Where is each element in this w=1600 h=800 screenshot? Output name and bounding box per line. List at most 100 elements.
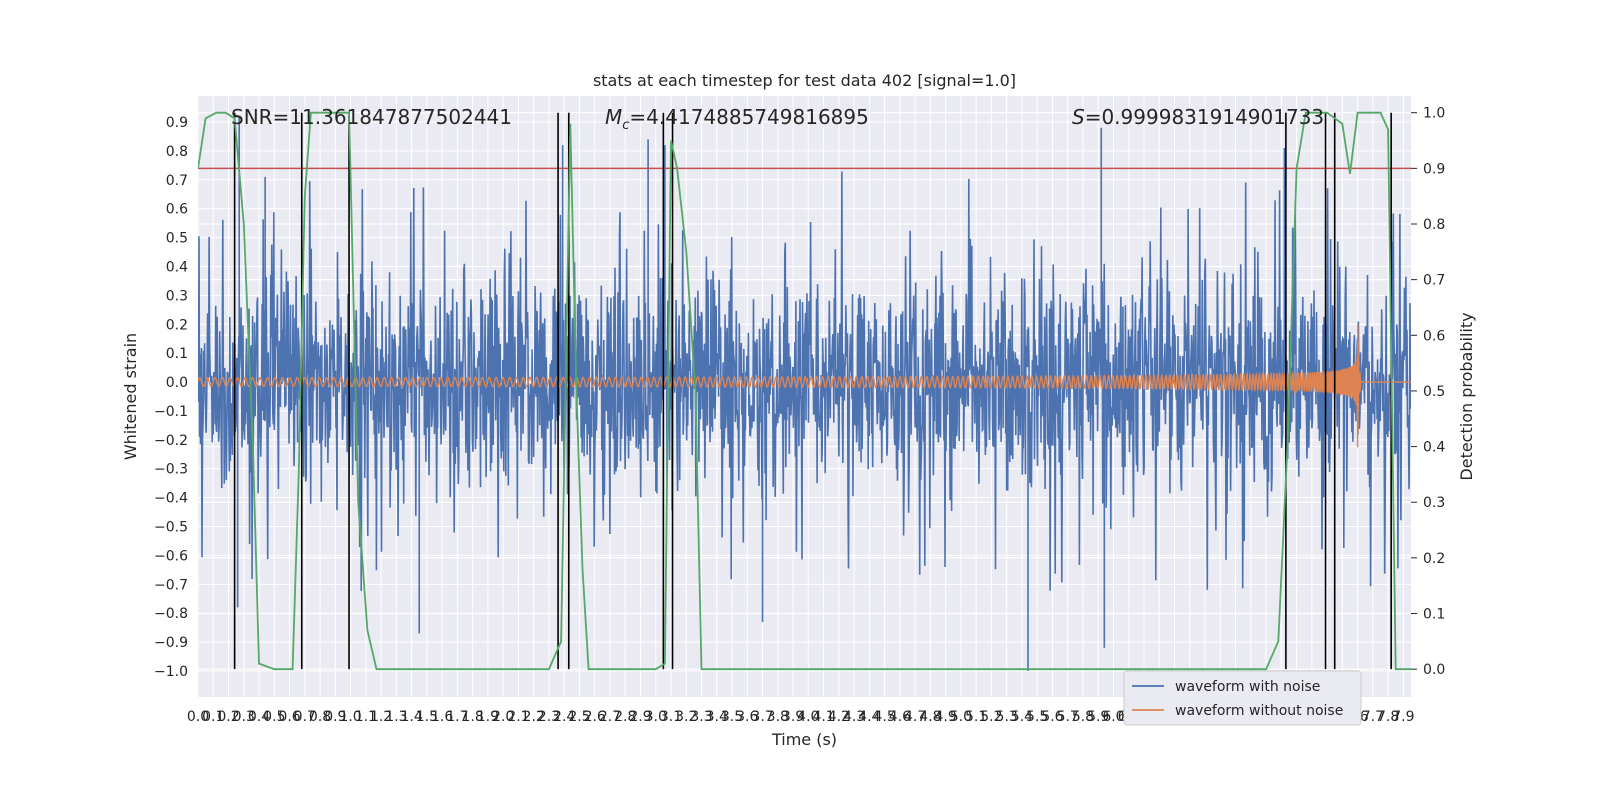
y2-tick-label: 0.8 xyxy=(1423,217,1445,233)
x-tick-label: 4.3 xyxy=(843,709,865,725)
waveform-without-noise-line xyxy=(198,323,1411,448)
x-tick-label: 0.9 xyxy=(324,709,346,725)
x-tick-label: 2.6 xyxy=(584,709,606,725)
x-tick-label: 7.9 xyxy=(1392,709,1414,725)
legend-box xyxy=(1123,670,1362,726)
x-tick-label: 4.2 xyxy=(828,709,850,725)
x-tick-label: 0.6 xyxy=(278,709,300,725)
y-tick-label: 0.6 xyxy=(166,202,188,218)
x-tick-label: 0.4 xyxy=(248,709,270,725)
y2-tick-label: 1.0 xyxy=(1423,106,1445,122)
x-tick-label: 3.7 xyxy=(751,709,773,725)
y-axis-left: 0.9 0.8 0.7 0.6 0.5 0.4 0.3 0.2 0.1 0.0 −0.1 −0.2 −0… xyxy=(154,115,188,680)
y-axis-right: 1.0 0.9 0.8 0.7 0.6 0.5 0.4 0.3 0.2 0.1 0.0 xyxy=(1411,106,1445,678)
x-tick-label: 2.5 xyxy=(568,709,590,725)
snr-annotation: SNR=11.361847877502441 xyxy=(231,105,512,129)
y-tick-label: −0.6 xyxy=(154,548,188,564)
y-tick-label: −1.0 xyxy=(154,664,188,680)
data-layer xyxy=(198,111,1411,671)
x-tick-label: 3.8 xyxy=(767,709,789,725)
x-tick-label: 5.6 xyxy=(1041,709,1063,725)
y2-tick-label: 0.9 xyxy=(1423,161,1445,177)
y-tick-label: 0.2 xyxy=(166,317,188,333)
x-tick-label: 3.9 xyxy=(782,709,804,725)
x-tick-label: 5.7 xyxy=(1057,709,1079,725)
x-tick-label: 1.7 xyxy=(446,709,468,725)
x-tick-label: 5.8 xyxy=(1072,709,1094,725)
legend: waveform with noise waveform without noi… xyxy=(1123,670,1362,726)
x-tick-label: 5.9 xyxy=(1087,709,1109,725)
x-tick-label: 0.0 xyxy=(187,709,209,725)
x-tick-label: 7.7 xyxy=(1362,709,1384,725)
detection-probability-line xyxy=(198,111,1411,671)
x-tick-label: 4.1 xyxy=(812,709,834,725)
y-tick-label: −0.5 xyxy=(154,520,188,536)
x-tick-label: 3.5 xyxy=(721,709,743,725)
x-tick-label: 3.2 xyxy=(675,709,697,725)
y-tick-label: 0.5 xyxy=(166,231,188,247)
x-tick-label: 2.1 xyxy=(507,709,529,725)
y-tick-label: −0.2 xyxy=(154,433,188,449)
x-tick-label: 0.7 xyxy=(294,709,316,725)
s-value: =0.9999831914901733 xyxy=(1085,105,1324,129)
mc-value: =4.4174885749816895 xyxy=(629,105,868,129)
x-tick-label: 4.9 xyxy=(935,709,957,725)
x-tick-label: 4.7 xyxy=(904,709,926,725)
x-tick-label: 4.8 xyxy=(919,709,941,725)
x-tick-label: 5.1 xyxy=(965,709,987,725)
y-tick-label: −0.9 xyxy=(154,635,188,651)
x-tick-label: 5.0 xyxy=(950,709,972,725)
y2-tick-label: 0.0 xyxy=(1423,662,1445,678)
x-tick-label: 0.8 xyxy=(309,709,331,725)
x-tick-label: 1.1 xyxy=(355,709,377,725)
x-tick-label: 1.4 xyxy=(400,709,422,725)
x-tick-label: 5.5 xyxy=(1026,709,1048,725)
x-tick-label: 4.0 xyxy=(797,709,819,725)
waveform-with-noise-line xyxy=(198,171,1411,591)
x-tick-label: 2.0 xyxy=(492,709,514,725)
x-tick-label: 1.3 xyxy=(385,709,407,725)
x-tick-label: 5.3 xyxy=(996,709,1018,725)
x-tick-label: 1.0 xyxy=(339,709,361,725)
y2-tick-label: 0.1 xyxy=(1423,607,1445,623)
y-tick-label: −0.7 xyxy=(154,577,188,593)
y-tick-label: 0.0 xyxy=(166,375,188,391)
y-tick-label: 0.4 xyxy=(166,259,188,275)
x-tick-label: 0.2 xyxy=(217,709,239,725)
y2-tick-label: 0.4 xyxy=(1423,440,1445,456)
x-tick-label: 4.6 xyxy=(889,709,911,725)
legend-entry-waveform-without-noise: waveform without noise xyxy=(1175,703,1343,719)
x-tick-label: 2.9 xyxy=(629,709,651,725)
y-tick-label: 0.7 xyxy=(166,173,188,189)
s-symbol: S xyxy=(1072,105,1085,129)
x-tick-label: 5.2 xyxy=(980,709,1002,725)
x-tick-label: 2.3 xyxy=(538,709,560,725)
y-tick-label: 0.3 xyxy=(166,288,188,304)
x-tick-label: 0.5 xyxy=(263,709,285,725)
y2-tick-label: 0.5 xyxy=(1423,384,1445,400)
mc-symbol: M xyxy=(605,105,622,129)
x-tick-label: 4.4 xyxy=(858,709,880,725)
y-tick-label: 0.1 xyxy=(166,346,188,362)
x-tick-label: 1.2 xyxy=(370,709,392,725)
x-tick-label: 1.6 xyxy=(431,709,453,725)
x-tick-label: 0.3 xyxy=(233,709,255,725)
x-tick-label: 1.5 xyxy=(416,709,438,725)
y-tick-label: 0.9 xyxy=(166,115,188,131)
y-tick-label: −0.1 xyxy=(154,404,188,420)
y-tick-label: −0.3 xyxy=(154,462,188,478)
score-annotation: S=0.9999831914901733 xyxy=(1072,105,1324,129)
x-tick-label: 3.0 xyxy=(645,709,667,725)
x-tick-label: 2.8 xyxy=(614,709,636,725)
y2-tick-label: 0.2 xyxy=(1423,551,1445,567)
legend-entry-waveform-with-noise: waveform with noise xyxy=(1175,679,1320,695)
x-tick-label: 4.5 xyxy=(873,709,895,725)
y2-tick-label: 0.7 xyxy=(1423,273,1445,289)
plot-area xyxy=(198,111,1411,671)
x-tick-label: 1.9 xyxy=(477,709,499,725)
x-tick-label: 2.4 xyxy=(553,709,575,725)
x-tick-label: 3.3 xyxy=(690,709,712,725)
y-tick-label: −0.8 xyxy=(154,606,188,622)
y2-axis-label: Detection probability xyxy=(1457,312,1476,480)
